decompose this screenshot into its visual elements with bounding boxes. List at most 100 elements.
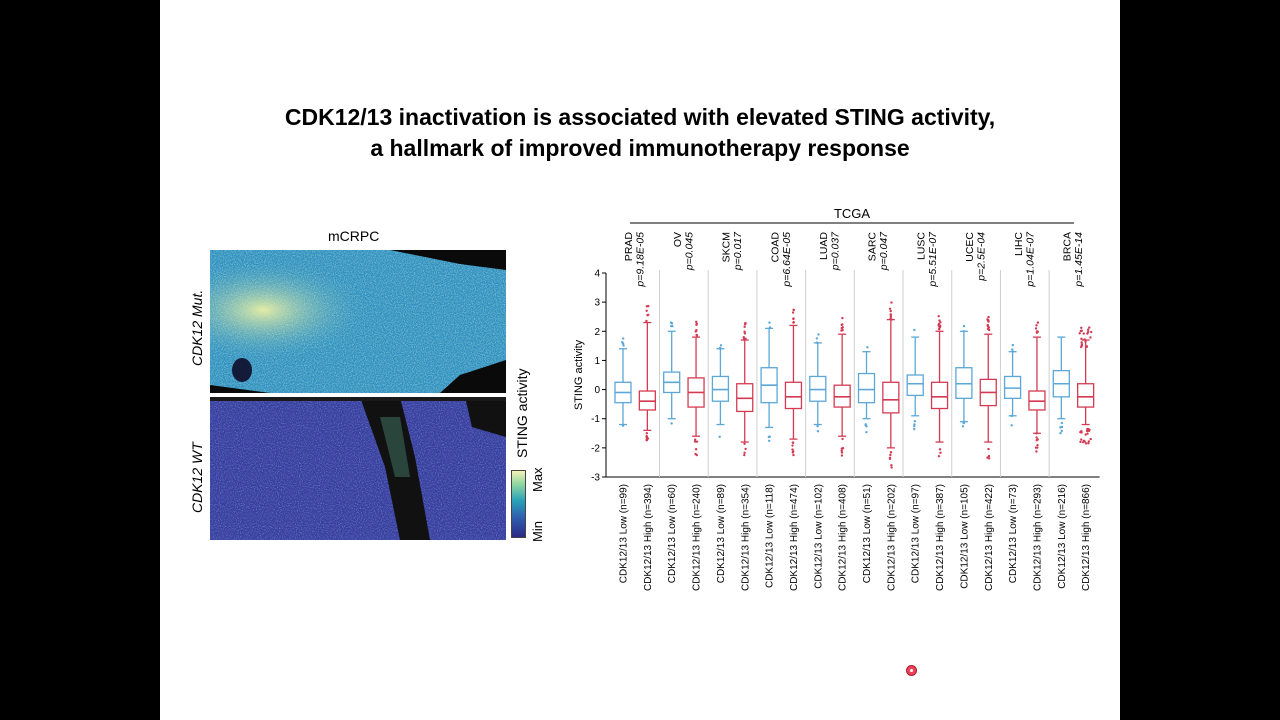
outlier-point (744, 447, 747, 451)
outlier-point (743, 325, 746, 329)
category-label: CDK12/13 High (n=408) (838, 484, 849, 591)
outlier-point (646, 314, 649, 317)
outlier-point (889, 453, 892, 457)
outlier-point (743, 330, 746, 333)
box-iqr (906, 374, 924, 397)
outlier-point (1084, 442, 1088, 445)
outlier-point (743, 453, 746, 457)
image-panel-label: mCRPC (328, 228, 380, 244)
outlier-point (1059, 426, 1062, 429)
outlier-point (1035, 324, 1038, 327)
p-value-label: p=0.047 (878, 231, 890, 271)
outlier-point (1059, 431, 1062, 435)
outlier-point (621, 337, 625, 340)
outlier-point (645, 319, 648, 323)
category-label: CDK12/13 High (n=394) (643, 484, 654, 591)
box-iqr (930, 381, 949, 410)
outlier-point (695, 440, 699, 443)
outlier-point (889, 313, 892, 316)
p-value-label: p=0.017 (732, 231, 744, 271)
outlier-point (1080, 341, 1083, 344)
outlier-point (1060, 421, 1064, 425)
outlier-point (840, 329, 843, 332)
outlier-point (695, 333, 698, 337)
category-label: CDK12/13 Low (n=60) (667, 484, 678, 583)
box-iqr (1077, 383, 1095, 408)
outlier-point (815, 341, 819, 344)
outlier-point (816, 424, 819, 428)
outlier-point (1079, 440, 1082, 444)
outlier-point (743, 442, 746, 445)
category-label: CDK12/13 Low (n=97) (911, 484, 922, 583)
outlier-point (840, 447, 844, 450)
outlier-point (865, 430, 868, 434)
tissue-image-mut (210, 250, 506, 393)
outlier-point (961, 425, 965, 428)
category-label: CDK12/13 Low (n=102) (813, 484, 824, 589)
outlier-point (1083, 338, 1086, 341)
outlier-point (791, 444, 794, 447)
outlier-point (841, 326, 845, 329)
outlier-point (743, 451, 746, 455)
title-line-2: a hallmark of improved immunotherapy res… (370, 135, 910, 161)
outlier-point (937, 454, 941, 458)
y-tick-label: 3 (594, 298, 600, 309)
outlier-point (669, 321, 673, 324)
outlier-point (1036, 330, 1039, 333)
outlier-point (791, 441, 795, 444)
outlier-point (888, 456, 892, 460)
outlier-point (693, 440, 697, 443)
outlier-point (743, 338, 747, 341)
outlier-point (1080, 326, 1083, 329)
outlier-point (987, 328, 991, 332)
y-tick-label: -3 (591, 473, 600, 484)
tissue-image-wt (210, 397, 506, 540)
outlier-point (815, 337, 819, 340)
outlier-point (840, 454, 844, 457)
cancer-label: LIHC (1013, 232, 1025, 256)
outlier-point (645, 309, 648, 312)
cancer-label: PRAD (623, 232, 635, 262)
outlier-point (913, 420, 916, 423)
outlier-point (986, 323, 989, 327)
category-label: CDK12/13 High (n=866) (1081, 484, 1092, 591)
outlier-point (1011, 343, 1015, 347)
outlier-point (890, 318, 893, 321)
outlier-point (890, 301, 893, 304)
y-tick-label: -1 (591, 414, 600, 425)
outlier-point (1060, 429, 1063, 433)
cancer-label: SARC (867, 232, 879, 262)
title-line-1: CDK12/13 inactivation is associated with… (284, 104, 996, 130)
outlier-point (962, 324, 966, 328)
box-iqr (857, 372, 876, 404)
category-label: CDK12/13 High (n=293) (1032, 484, 1043, 591)
outlier-point (913, 424, 916, 428)
outlier-point (1087, 440, 1091, 443)
outlier-point (1078, 332, 1081, 335)
outlier-point (890, 463, 893, 467)
outlier-point (693, 438, 697, 441)
outlier-point (1035, 450, 1038, 453)
outlier-point (1082, 332, 1085, 335)
outlier-point (840, 449, 843, 452)
outlier-point (938, 319, 941, 322)
p-value-label: p=1.45E-14 (1073, 232, 1085, 288)
outlier-point (792, 453, 795, 457)
outlier-point (1011, 350, 1015, 353)
category-label: CDK12/13 Low (n=51) (862, 484, 873, 583)
slide-title: CDK12/13 inactivation is associated with… (160, 102, 1120, 164)
outlier-point (670, 422, 673, 425)
outlier-point (1086, 330, 1090, 334)
outlier-point (987, 454, 991, 458)
category-label: CDK12/13 High (n=474) (789, 484, 800, 591)
outlier-point (889, 309, 892, 313)
outlier-point (962, 421, 965, 424)
box-iqr (882, 381, 900, 414)
category-label: CDK12/13 Low (n=99) (619, 484, 630, 583)
category-label: CDK12/13 High (n=354) (740, 484, 751, 591)
outlier-point (622, 344, 625, 347)
outlier-point (938, 448, 942, 451)
category-label: CDK12/13 Low (n=118) (765, 484, 776, 588)
category-label: CDK12/13 High (n=387) (935, 484, 946, 591)
outlier-point (1086, 432, 1089, 435)
